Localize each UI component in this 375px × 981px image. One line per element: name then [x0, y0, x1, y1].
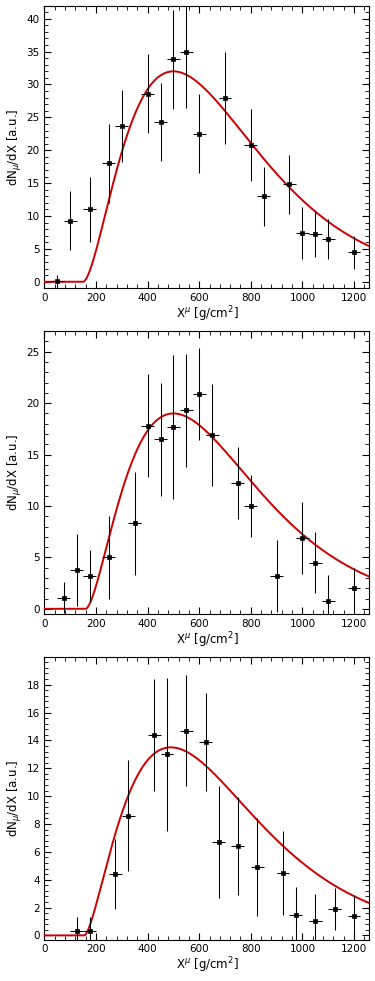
X-axis label: X$^{\mu}$ [g/cm$^{2}$]: X$^{\mu}$ [g/cm$^{2}$]: [176, 955, 238, 975]
Y-axis label: dN$_{\mu}$/dX [a.u.]: dN$_{\mu}$/dX [a.u.]: [6, 108, 24, 185]
Y-axis label: dN$_{\mu}$/dX [a.u.]: dN$_{\mu}$/dX [a.u.]: [6, 434, 24, 511]
Y-axis label: dN$_{\mu}$/dX [a.u.]: dN$_{\mu}$/dX [a.u.]: [6, 759, 24, 837]
X-axis label: X$^{\mu}$ [g/cm$^{2}$]: X$^{\mu}$ [g/cm$^{2}$]: [176, 305, 238, 325]
X-axis label: X$^{\mu}$ [g/cm$^{2}$]: X$^{\mu}$ [g/cm$^{2}$]: [176, 630, 238, 649]
